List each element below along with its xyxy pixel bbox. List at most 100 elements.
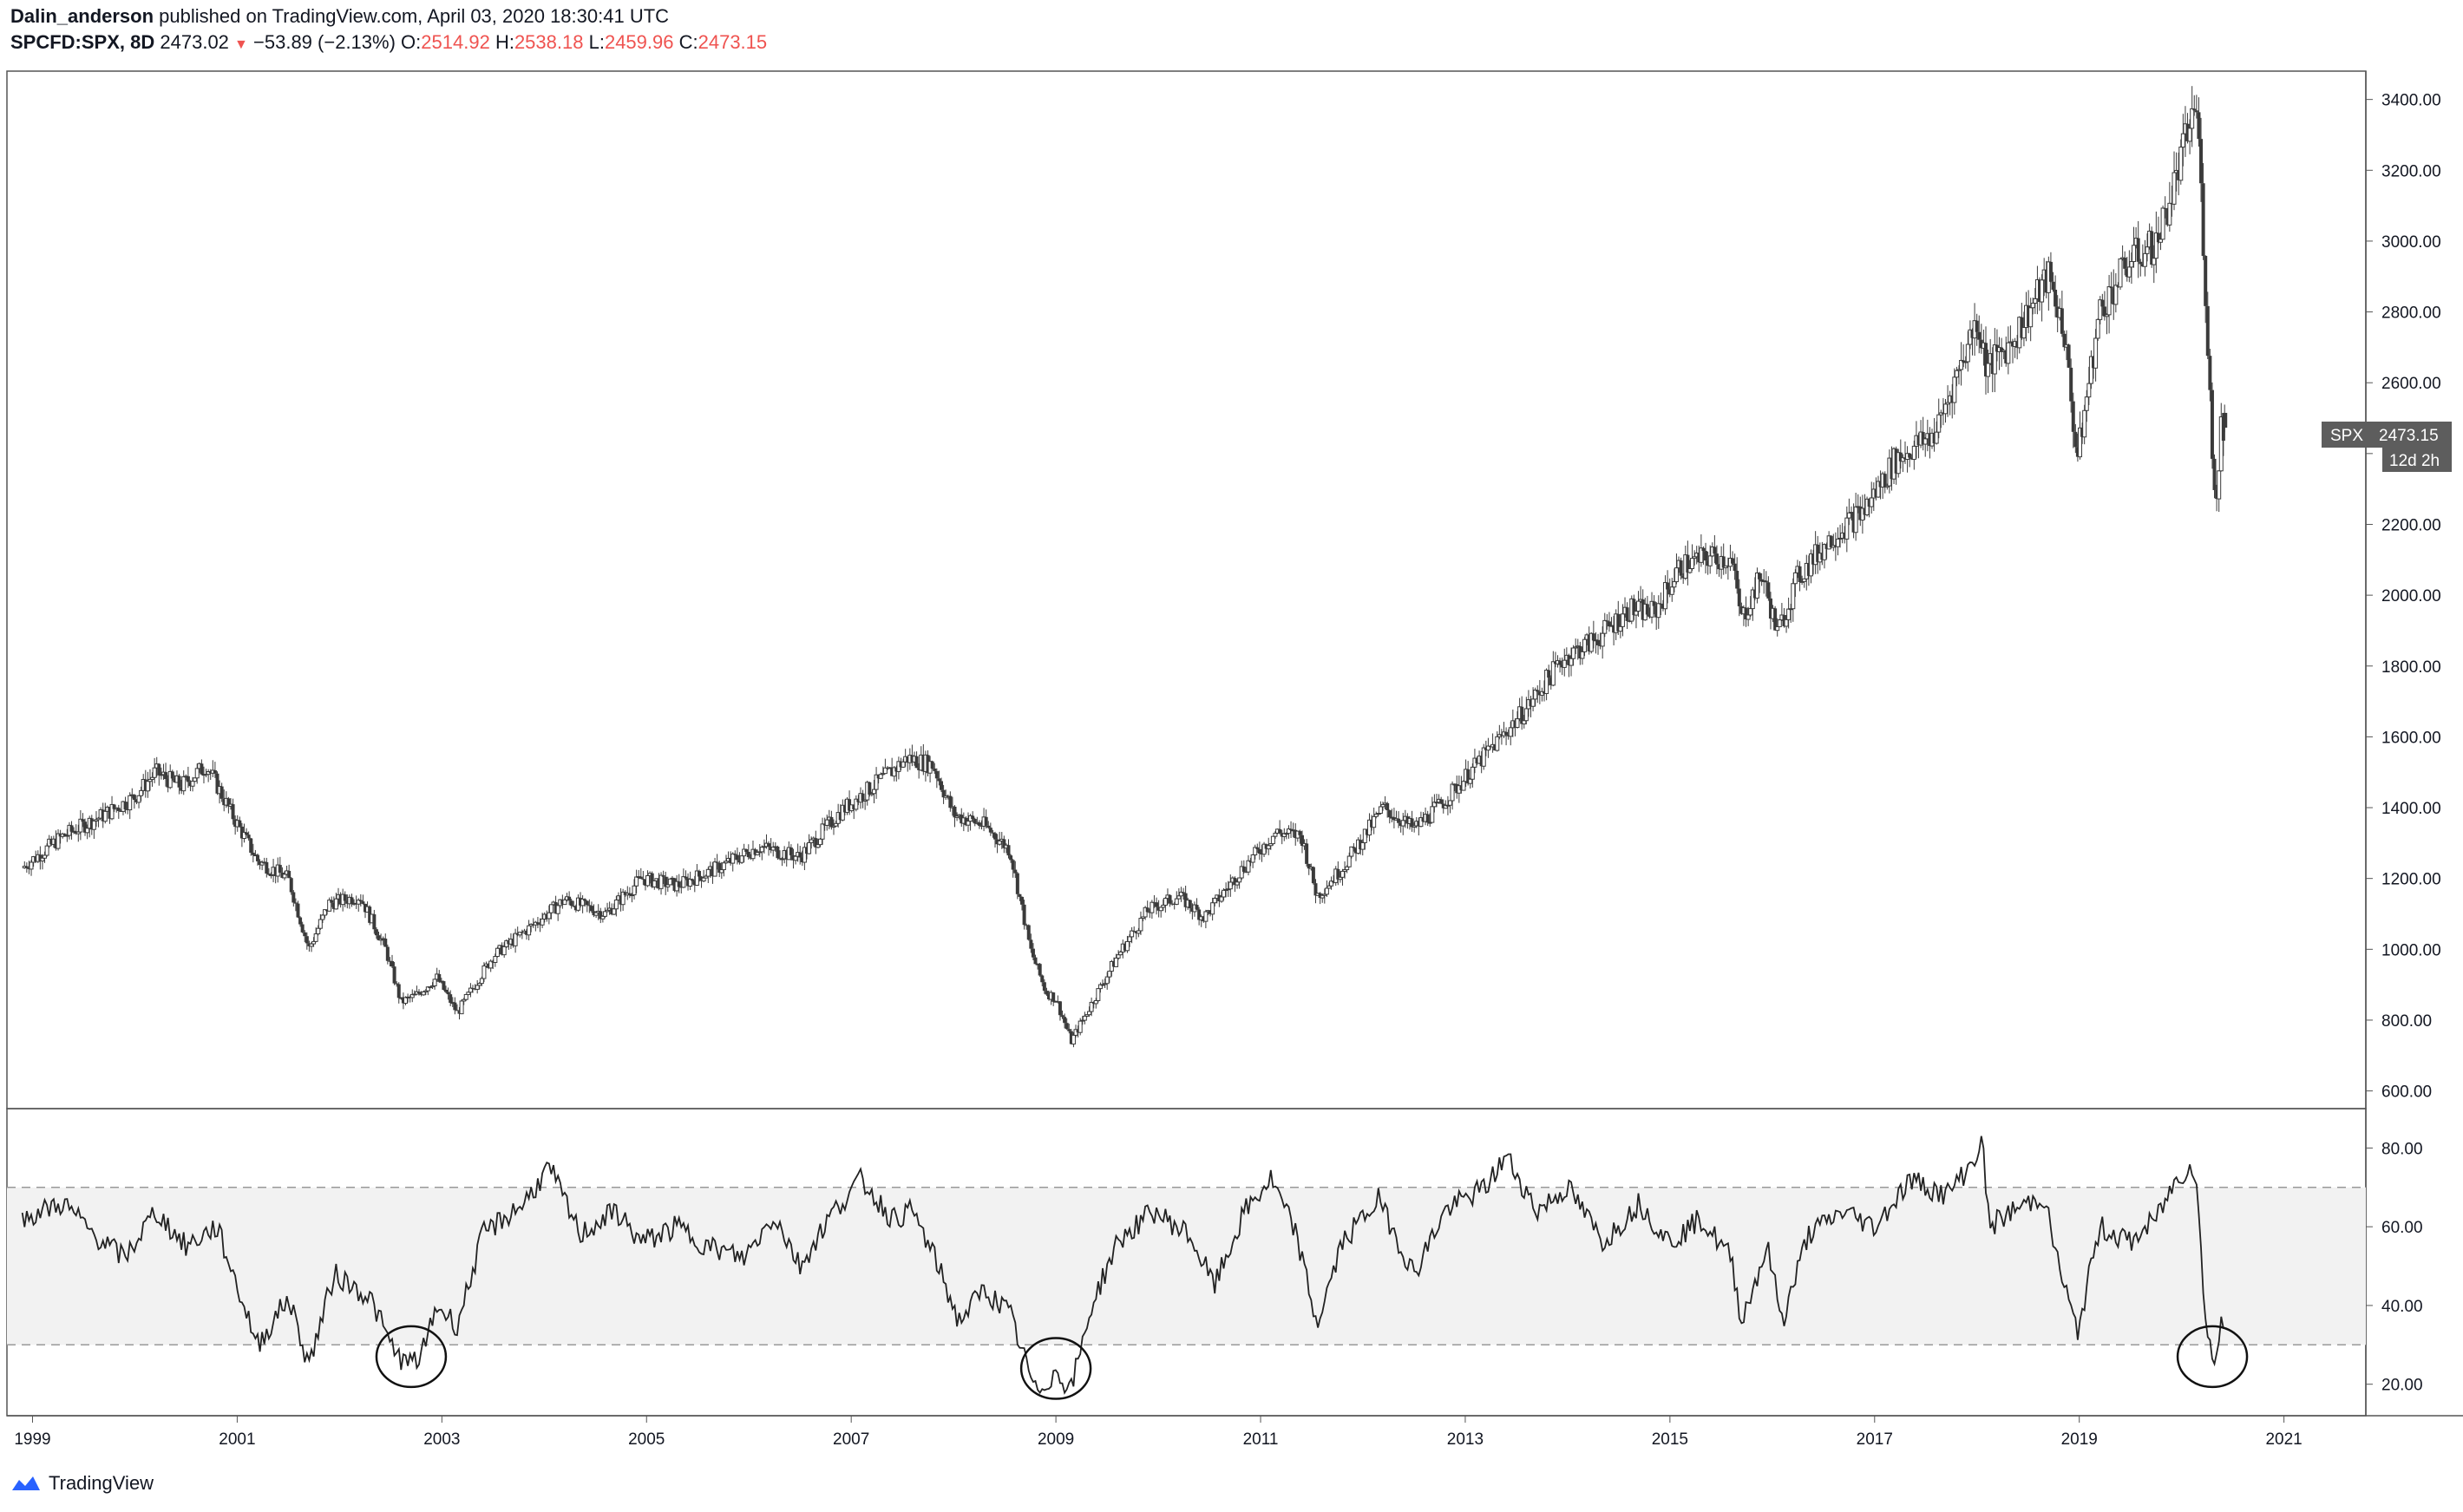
candle-body-down-50	[134, 799, 139, 802]
candle-681	[1549, 675, 1553, 690]
candle-550	[1255, 843, 1260, 853]
candle-body-down-99	[245, 832, 249, 835]
candle-225	[527, 920, 532, 941]
candle-body-down-727	[1652, 601, 1656, 606]
candle-521	[1190, 903, 1195, 920]
candle-582	[1326, 882, 1332, 889]
candle-body-up-435	[997, 840, 1002, 845]
price-tick-label-5: 1600.00	[2381, 729, 2441, 747]
candle-886	[2008, 325, 2013, 344]
candle-764	[1735, 557, 1739, 594]
candle-body-down-246	[573, 906, 578, 911]
candle-71	[181, 770, 187, 795]
candle-161	[383, 933, 388, 947]
candle-body-up-384	[882, 767, 888, 775]
candle-157	[374, 927, 378, 939]
candle-body-down-835	[1894, 448, 1898, 474]
candle-390	[896, 756, 901, 780]
candle-320	[739, 855, 744, 864]
candle-body-down-295	[684, 876, 688, 879]
candle-287	[665, 876, 671, 892]
candle-body-down-467	[1069, 1031, 1073, 1044]
candle-204	[479, 976, 484, 986]
candle-498	[1138, 911, 1143, 935]
candle-169	[401, 992, 405, 1010]
candle-205	[481, 962, 487, 982]
price-tick-label-14: 3400.00	[2381, 92, 2441, 110]
candle-body-down-342	[789, 848, 793, 855]
candle-body-up-133	[320, 914, 325, 920]
candle-body-down-513	[1172, 904, 1176, 906]
candle-462	[1058, 1000, 1062, 1021]
candle-body-up-843	[1911, 445, 1916, 461]
candle-body-up-720	[1636, 600, 1641, 612]
candle-body-down-461	[1056, 1001, 1060, 1003]
candle-423	[971, 811, 975, 823]
footer-brand[interactable]: TradingView	[49, 1472, 154, 1494]
candle-body-up-498	[1138, 918, 1143, 932]
x-tick-label-5: 2009	[1038, 1430, 1074, 1449]
candle-276	[641, 870, 645, 886]
candle-body-down-965	[2185, 123, 2190, 141]
candle-body-down-545	[1244, 871, 1248, 873]
candle-body-up-930	[2106, 286, 2112, 316]
candle-976	[2210, 382, 2214, 469]
candle-389	[894, 765, 899, 782]
candle-body-down-521	[1190, 907, 1195, 912]
candle-277	[643, 879, 647, 891]
candle-body-up-471	[1078, 1020, 1083, 1033]
candle-162	[385, 944, 390, 965]
candle-581	[1324, 880, 1329, 897]
candle-666	[1515, 710, 1520, 729]
candle-873	[1979, 324, 1983, 354]
candle-965	[2185, 113, 2190, 144]
candle-body-down-766	[1739, 605, 1744, 614]
candle-83	[208, 769, 213, 781]
candle-202	[475, 979, 480, 994]
price-pane[interactable]	[6, 70, 2367, 1109]
tradingview-logo-icon[interactable]	[10, 1473, 42, 1494]
candle-881	[1996, 337, 2001, 370]
candle-body-down-909	[2060, 308, 2064, 334]
candle-793	[1799, 575, 1805, 586]
candle-503	[1150, 900, 1155, 920]
candle-176	[417, 989, 422, 996]
candle-635	[1445, 795, 1451, 815]
candle-313	[724, 854, 729, 864]
candle-633	[1441, 799, 1445, 814]
price-badge-value: 2473.15	[2379, 427, 2439, 445]
candle-body-up-421	[966, 821, 971, 826]
candle-541	[1235, 879, 1240, 889]
candle-body-down-749	[1701, 547, 1706, 552]
candle-141	[338, 892, 343, 908]
candle-61	[159, 767, 164, 780]
candle-293	[679, 880, 684, 893]
candle-body-down-364	[838, 812, 842, 821]
candle-558	[1273, 831, 1278, 839]
candle-7	[38, 846, 43, 870]
candle-227	[531, 918, 535, 928]
candle-body-down-396	[910, 755, 914, 763]
candle-body-down-756	[1717, 564, 1721, 570]
candle-508	[1161, 899, 1166, 911]
candle-748	[1699, 533, 1704, 567]
candle-body-down-201	[473, 988, 477, 990]
candle-body-up-379	[871, 789, 876, 795]
candle-body-down-931	[2109, 286, 2113, 289]
candle-body-down-188	[444, 990, 449, 992]
candle-body-down-165	[392, 966, 396, 984]
candle-46	[126, 802, 130, 815]
candle-713	[1620, 604, 1625, 637]
candle-body-down-299	[692, 880, 697, 886]
candle-body-down-845	[1916, 435, 1921, 446]
author-name[interactable]: Dalin_anderson	[10, 5, 154, 27]
candle-body-up-669	[1522, 720, 1527, 725]
candle-body-down-955	[2163, 207, 2167, 209]
candle-body-down-410	[941, 789, 946, 798]
candle-body-up-321	[742, 848, 747, 857]
candle-943	[2136, 220, 2140, 278]
candle-body-down-399	[917, 768, 921, 770]
candle-body-down-437	[1002, 839, 1006, 848]
candle-body-up-493	[1127, 936, 1132, 942]
